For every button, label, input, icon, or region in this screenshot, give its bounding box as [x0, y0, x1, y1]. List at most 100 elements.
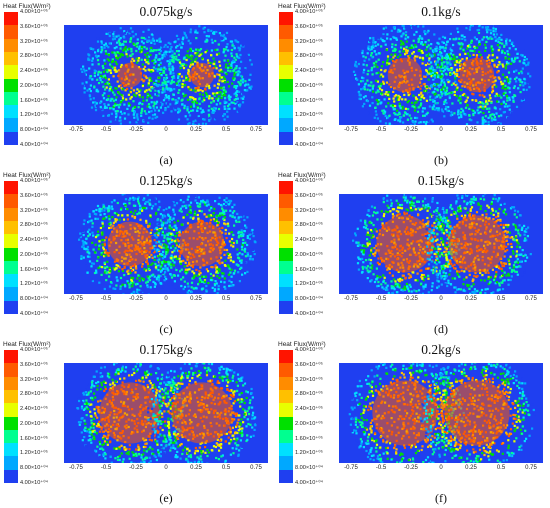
heat-flux-point: [382, 31, 385, 34]
heat-flux-point: [214, 264, 217, 267]
heat-flux-point: [436, 83, 439, 86]
heat-flux-point: [115, 96, 118, 99]
heat-flux-point: [178, 231, 181, 234]
heat-flux-point: [111, 51, 114, 54]
heat-flux-point: [218, 69, 221, 72]
heat-flux-point: [172, 217, 175, 220]
heat-flux-point: [119, 285, 122, 288]
heat-flux-point: [393, 49, 396, 52]
heat-flux-point: [91, 278, 94, 281]
heat-flux-point: [384, 282, 387, 285]
heat-flux-point: [458, 112, 461, 115]
heat-flux-point: [210, 107, 213, 110]
heat-flux-point: [130, 281, 133, 284]
heat-flux-point: [408, 276, 411, 279]
heat-flux-point: [447, 46, 450, 49]
heat-flux-point: [359, 258, 362, 261]
heat-flux-point: [504, 102, 508, 105]
heat-flux-point: [489, 97, 492, 100]
heat-flux-point: [86, 248, 90, 251]
heat-flux-point: [184, 115, 187, 118]
heat-flux-point: [113, 68, 116, 72]
heat-flux-point: [158, 48, 161, 51]
heat-flux-point: [387, 91, 391, 94]
heat-flux-point: [494, 95, 497, 98]
heat-flux-point: [156, 262, 159, 265]
heat-flux-point: [160, 246, 163, 249]
heat-flux-point: [140, 78, 144, 81]
heat-flux-point: [83, 219, 86, 222]
heat-flux-point: [189, 42, 192, 45]
heat-flux-point: [184, 121, 187, 125]
heat-flux-point: [214, 280, 217, 283]
heat-flux-point: [512, 44, 515, 48]
heat-flux-point: [479, 110, 482, 114]
heat-flux-point: [244, 272, 247, 275]
heat-flux-point: [415, 30, 418, 34]
heat-flux-point: [445, 61, 448, 64]
heat-flux-point: [392, 285, 395, 288]
heat-flux-point: [457, 58, 460, 61]
heat-flux-point: [143, 206, 146, 209]
heat-flux-point: [197, 86, 200, 89]
heat-flux-point: [94, 54, 98, 57]
heat-flux-point: [136, 61, 139, 64]
heat-flux-point: [459, 47, 462, 50]
heat-flux-point: [186, 78, 190, 81]
heat-flux-point: [231, 214, 234, 217]
heat-flux-point: [223, 77, 227, 80]
heat-flux-point: [198, 273, 201, 276]
heat-flux-point: [443, 100, 446, 104]
heat-flux-point: [383, 213, 386, 216]
heat-flux-point: [397, 28, 400, 31]
heat-flux-point: [419, 32, 422, 35]
heat-flux-point: [488, 58, 491, 62]
heat-flux-point: [469, 49, 472, 52]
heat-flux-point: [92, 48, 95, 51]
heat-flux-point: [99, 226, 102, 230]
heat-flux-point: [380, 82, 383, 85]
heat-flux-point: [405, 113, 408, 116]
heat-flux-point: [237, 107, 240, 110]
heat-flux-point: [492, 33, 495, 36]
heat-flux-point: [390, 202, 393, 205]
heat-flux-point: [188, 74, 191, 77]
heat-flux-point: [423, 97, 426, 100]
heat-flux-point: [424, 285, 427, 288]
heat-flux-point: [434, 73, 438, 76]
heat-flux-point: [373, 50, 376, 53]
heat-flux-point: [109, 99, 112, 102]
heat-flux-point: [442, 66, 445, 69]
heat-flux-point: [157, 274, 160, 277]
colorbar-tick-label: 2.40×10⁺⁰⁵: [295, 68, 323, 75]
heat-flux-point: [432, 84, 435, 87]
heat-flux-point: [199, 272, 202, 275]
heat-flux-point: [421, 37, 424, 40]
heat-flux-point: [235, 53, 238, 56]
heat-flux-point: [186, 291, 189, 294]
x-tick-label: -0.5: [100, 127, 112, 133]
heat-flux-point: [396, 98, 399, 102]
heat-flux-point: [520, 70, 523, 73]
heat-flux-point: [242, 78, 245, 81]
heat-flux-point: [236, 90, 239, 93]
heat-flux-point: [122, 202, 126, 205]
heat-flux-point: [360, 88, 363, 91]
heat-flux-point: [481, 106, 484, 109]
heat-flux-point: [491, 91, 494, 94]
heat-flux-point: [388, 122, 391, 125]
heat-flux-point: [245, 226, 248, 229]
heat-flux-point: [505, 38, 508, 41]
heat-flux-point: [177, 76, 180, 80]
heat-flux-point: [472, 110, 475, 113]
heat-flux-point: [101, 283, 104, 286]
heat-flux-point: [465, 99, 468, 102]
heat-flux-point: [88, 260, 92, 263]
heat-flux-point: [195, 57, 198, 60]
heat-flux-point: [230, 54, 233, 58]
heat-flux-point: [498, 122, 501, 125]
heat-flux-point: [231, 43, 234, 46]
heat-flux-point: [424, 85, 427, 88]
heat-flux-point: [357, 219, 360, 222]
heat-flux-point: [471, 109, 474, 112]
